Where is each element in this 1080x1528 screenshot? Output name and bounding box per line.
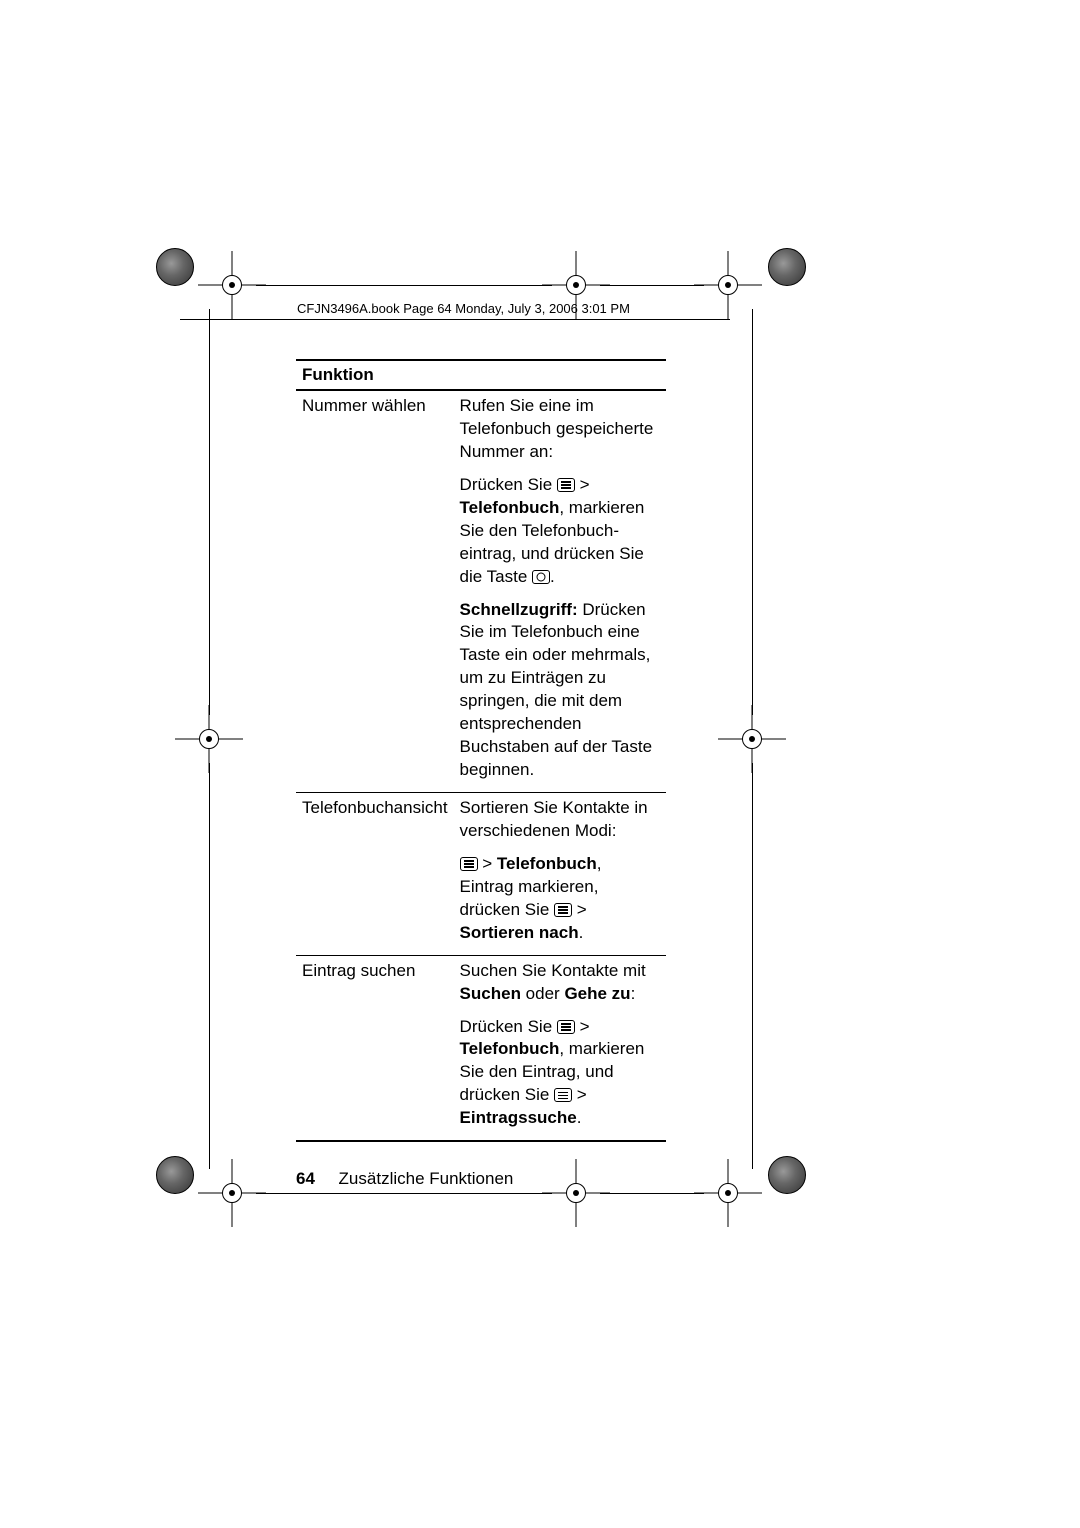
corner-sphere-icon: [768, 248, 806, 286]
crop-line: [752, 763, 753, 1169]
registration-mark-icon: [564, 273, 588, 297]
menu-key-icon: [557, 1020, 575, 1034]
page-footer: 64 Zusätzliche Funktionen: [296, 1169, 513, 1189]
row-label: Nummer wählen: [296, 390, 454, 793]
frame-header-text: CFJN3496A.book Page 64 Monday, July 3, 2…: [297, 301, 630, 316]
menu-key-icon: [557, 478, 575, 492]
corner-sphere-icon: [156, 1156, 194, 1194]
menu-path-text: Telefonbuch: [497, 854, 597, 873]
corner-sphere-icon: [156, 248, 194, 286]
crop-line: [600, 1193, 704, 1194]
body-paragraph: Drücken Sie > Telefonbuch, markieren Sie…: [460, 474, 660, 589]
body-paragraph: > Telefonbuch, Eintrag markieren, drücke…: [460, 853, 660, 945]
frame-header-underline: [180, 319, 730, 320]
menu-path-text: Telefonbuch: [460, 498, 560, 517]
body-paragraph: Schnellzugriff: Drücken Sie im Telefonbu…: [460, 599, 660, 783]
menu-path-text: Sortieren nach: [460, 923, 579, 942]
menu-path-text: Gehe zu: [564, 984, 630, 1003]
row-label: Eintrag suchen: [296, 955, 454, 1141]
registration-mark-icon: [740, 727, 764, 751]
body-paragraph: Sortieren Sie Kontakte in verschiedenen …: [460, 797, 660, 843]
menu-path-text: Telefonbuch: [460, 1039, 560, 1058]
table-row: TelefonbuchansichtSortieren Sie Kontakte…: [296, 793, 666, 956]
function-table: Funktion Nummer wählenRufen Sie eine im …: [296, 359, 666, 1142]
registration-mark-icon: [197, 727, 221, 751]
menu-path-text: Suchen: [460, 984, 521, 1003]
section-title: Zusätzliche Funktionen: [339, 1169, 514, 1188]
menu-key-icon: [554, 903, 572, 917]
body-paragraph: Rufen Sie eine im Telefonbuch gespeicher…: [460, 395, 660, 464]
page-number: 64: [296, 1169, 315, 1188]
corner-sphere-icon: [768, 1156, 806, 1194]
table-header: Funktion: [296, 360, 666, 390]
crop-line: [209, 763, 210, 1169]
page: CFJN3496A.book Page 64 Monday, July 3, 2…: [0, 0, 1080, 1528]
bold-text: Schnellzugriff:: [460, 600, 578, 619]
crop-line: [209, 309, 210, 715]
menu-key-icon: [460, 857, 478, 871]
table-row: Nummer wählenRufen Sie eine im Telefonbu…: [296, 390, 666, 793]
row-body: Suchen Sie Kontakte mit Suchen oder Gehe…: [454, 955, 666, 1141]
registration-mark-icon: [716, 1181, 740, 1205]
row-label: Telefonbuchansicht: [296, 793, 454, 956]
call-key-icon: [532, 570, 550, 584]
menu-key-icon: [554, 1088, 572, 1102]
body-paragraph: Drücken Sie > Telefonbuch, markieren Sie…: [460, 1016, 660, 1131]
table-row: Eintrag suchenSuchen Sie Kontakte mit Su…: [296, 955, 666, 1141]
registration-mark-icon: [220, 1181, 244, 1205]
body-paragraph: Suchen Sie Kontakte mit Suchen oder Gehe…: [460, 960, 660, 1006]
row-body: Rufen Sie eine im Telefonbuch gespeicher…: [454, 390, 666, 793]
crop-line: [752, 309, 753, 715]
registration-mark-icon: [716, 273, 740, 297]
crop-line: [256, 285, 552, 286]
crop-line: [600, 285, 704, 286]
menu-path-text: Eintragssuche: [460, 1108, 577, 1127]
row-body: Sortieren Sie Kontakte in verschiedenen …: [454, 793, 666, 956]
crop-line: [256, 1193, 552, 1194]
registration-mark-icon: [220, 273, 244, 297]
registration-mark-icon: [564, 1181, 588, 1205]
